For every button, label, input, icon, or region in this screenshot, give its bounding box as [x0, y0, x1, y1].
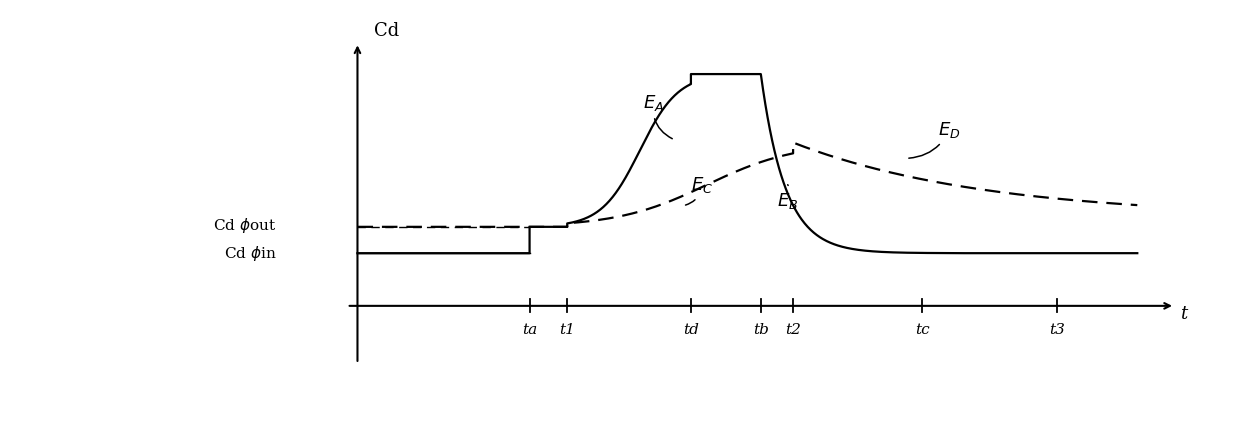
Text: t2: t2 — [786, 323, 802, 337]
Text: Cd $\phi$out: Cd $\phi$out — [213, 216, 276, 235]
Text: t1: t1 — [559, 323, 575, 337]
Text: Cd: Cd — [374, 22, 399, 40]
Text: ta: ta — [522, 323, 538, 337]
Text: tc: tc — [914, 323, 929, 337]
Text: $E_D$: $E_D$ — [909, 120, 960, 158]
Text: td: td — [683, 323, 699, 337]
Text: t3: t3 — [1048, 323, 1064, 337]
Text: t: t — [1181, 305, 1187, 323]
Text: $E_C$: $E_C$ — [685, 175, 714, 205]
Text: $E_A$: $E_A$ — [643, 93, 673, 139]
Text: Cd $\phi$in: Cd $\phi$in — [224, 244, 276, 263]
Text: tb: tb — [753, 323, 768, 337]
Text: $E_B$: $E_B$ — [777, 185, 798, 211]
